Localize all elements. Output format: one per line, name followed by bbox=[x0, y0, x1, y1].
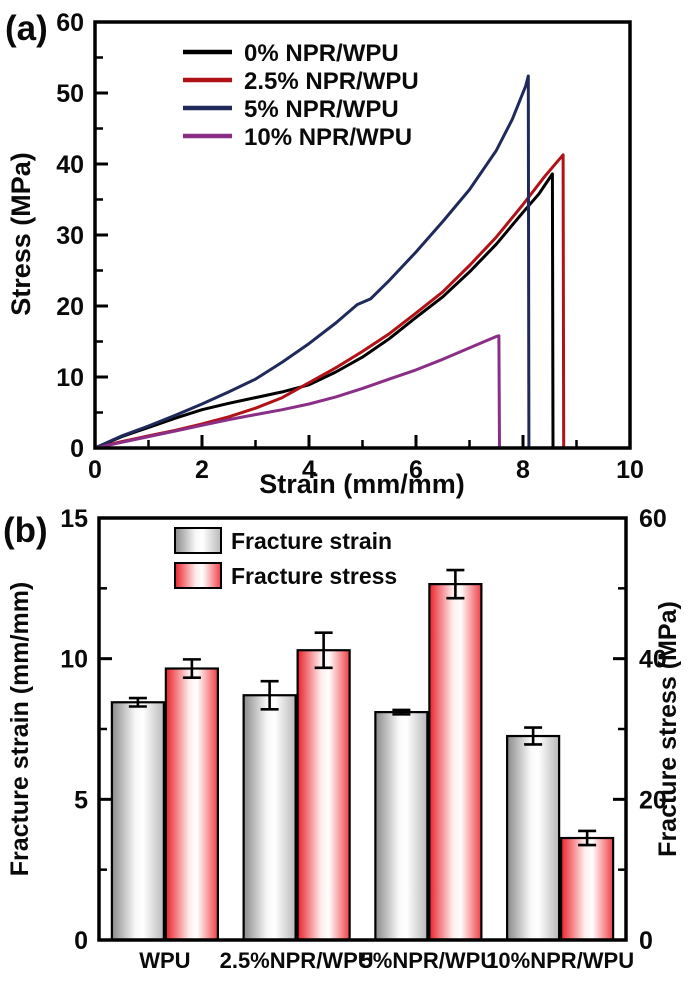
bars-group bbox=[110, 568, 615, 942]
x-axis-title-a: Strain (mm/mm) bbox=[259, 469, 465, 499]
y-tick-label: 20 bbox=[56, 293, 84, 321]
right-tick-label: 60 bbox=[639, 505, 667, 533]
bar-5-npr-wpu-strain bbox=[374, 711, 429, 942]
legend-swatch-strain bbox=[174, 527, 222, 554]
legend-item-label: 0% NPR/WPU bbox=[244, 40, 399, 67]
plot-area-b: WPU 2.5%NPR/WPU5%NPR/WPU10%NPR/WPU0510150… bbox=[60, 505, 667, 973]
error-bar bbox=[392, 708, 411, 716]
error-bar bbox=[314, 631, 333, 670]
panel-b-tag: (b) bbox=[3, 511, 48, 550]
x-tick-label: 6 bbox=[409, 456, 423, 484]
bar-5-npr-wpu-stress bbox=[428, 583, 483, 942]
x-tick-label: 8 bbox=[516, 456, 530, 484]
error-bar bbox=[128, 696, 147, 708]
error-bar bbox=[260, 679, 279, 711]
curve-0-0-npr-wpu bbox=[94, 172, 560, 450]
error-bar bbox=[446, 568, 465, 600]
y-axis-title-b-left: Fracture strain (mm/mm) bbox=[6, 582, 34, 877]
y-tick-label: 40 bbox=[56, 151, 84, 179]
legend-item-label: 2.5% NPR/WPU bbox=[244, 68, 419, 95]
bar-wpu-stress bbox=[164, 667, 219, 942]
bar-wpu-strain bbox=[110, 701, 165, 942]
y-tick-label: 10 bbox=[56, 364, 84, 392]
legend-item-label: Fracture strain bbox=[231, 528, 392, 554]
x-tick-label: 10 bbox=[616, 456, 644, 484]
x-tick-label: 2 bbox=[195, 456, 209, 484]
curve-2-5-npr-wpu bbox=[94, 74, 536, 450]
y-tick-label: 60 bbox=[56, 9, 84, 37]
right-tick-label: 0 bbox=[639, 927, 653, 955]
legend-item-label: 5% NPR/WPU bbox=[244, 96, 399, 123]
fracture-bar-chart: WPU 2.5%NPR/WPU5%NPR/WPU10%NPR/WPU0510150… bbox=[3, 505, 682, 973]
bar-10-npr-wpu-stress bbox=[560, 836, 615, 942]
panel-a-tag: (a) bbox=[5, 9, 48, 48]
bar-2.5-npr-wpu-strain bbox=[242, 694, 297, 942]
error-bar bbox=[578, 829, 597, 847]
y-axis-title-a: Stress (MPa) bbox=[6, 152, 36, 316]
category-label: 2.5%NPR/WPU bbox=[220, 948, 374, 973]
bar-2.5-npr-wpu-stress bbox=[296, 649, 351, 942]
y-tick-label: 50 bbox=[56, 80, 84, 108]
left-tick-label: 10 bbox=[60, 646, 88, 674]
legend-b: Fracture strain Fracture stress bbox=[174, 527, 397, 589]
legend-item-label: Fracture stress bbox=[231, 563, 397, 589]
left-tick-label: 15 bbox=[60, 505, 88, 533]
axes-ticks-a: 0 2 4 6 8 10 0 10 20 30 40 50 60 bbox=[56, 9, 644, 484]
error-bar bbox=[182, 658, 201, 679]
error-bar bbox=[524, 726, 543, 746]
left-tick-label: 0 bbox=[74, 927, 88, 955]
legend-item-label: 10% NPR/WPU bbox=[244, 124, 412, 151]
left-tick-label: 5 bbox=[74, 786, 88, 814]
curve-1-2.5-npr-wpu bbox=[94, 153, 573, 450]
category-label: 10%NPR/WPU bbox=[486, 948, 634, 973]
category-label: 5%NPR/WPU bbox=[361, 948, 497, 973]
y-axis-title-b-right: Fracture stress (MPa) bbox=[654, 601, 682, 857]
category-label: WPU bbox=[139, 948, 190, 973]
bar-10-npr-wpu-strain bbox=[506, 734, 561, 942]
x-tick-label: 4 bbox=[302, 456, 316, 484]
y-tick-label: 0 bbox=[70, 435, 84, 463]
series-curves bbox=[94, 74, 573, 450]
axes-ticks-b: 0 5 10 15 0 20 40 60 bbox=[60, 505, 667, 955]
y-tick-label: 30 bbox=[56, 222, 84, 250]
curve-3-10-npr-wpu bbox=[94, 334, 505, 450]
right-tick-label: 40 bbox=[639, 646, 667, 674]
right-tick-label: 20 bbox=[639, 786, 667, 814]
x-tick-label: 0 bbox=[88, 456, 102, 484]
legend-swatch-stress bbox=[174, 562, 222, 589]
